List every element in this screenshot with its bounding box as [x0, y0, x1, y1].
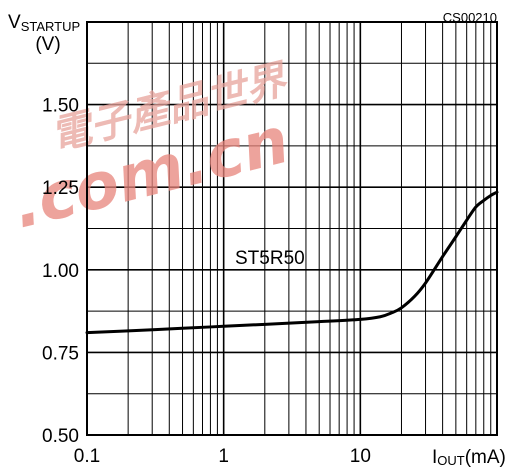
y-axis-unit: (V) — [35, 34, 60, 55]
grid-minor — [87, 22, 497, 435]
y-tick-label: 1.50 — [42, 96, 79, 117]
x-tick-label: 10 — [350, 446, 371, 467]
figure-code: CS00210 — [443, 10, 497, 25]
y-tick-label: 0.50 — [42, 426, 79, 447]
x-axis-label: IOUT(mA) — [432, 447, 506, 468]
x-tick-label: 0.1 — [74, 446, 100, 467]
x-tick-labels: 0.1 1 10 — [74, 446, 371, 467]
y-axis-label-sub: STARTUP — [21, 19, 80, 34]
x-tick-label: 1 — [218, 446, 229, 467]
series-label: ST5R50 — [235, 248, 305, 269]
y-axis-label-main: V — [8, 12, 21, 33]
x-axis-label-sub: OUT — [437, 453, 465, 468]
watermark: 電子產品世界 .com.cn — [6, 56, 296, 243]
y-tick-label: 1.25 — [42, 178, 79, 199]
y-tick-label: 1.00 — [42, 261, 79, 282]
x-axis-label-unit: (mA) — [465, 447, 506, 468]
y-axis-label: VSTARTUP — [8, 12, 80, 34]
y-tick-label: 0.75 — [42, 343, 79, 364]
